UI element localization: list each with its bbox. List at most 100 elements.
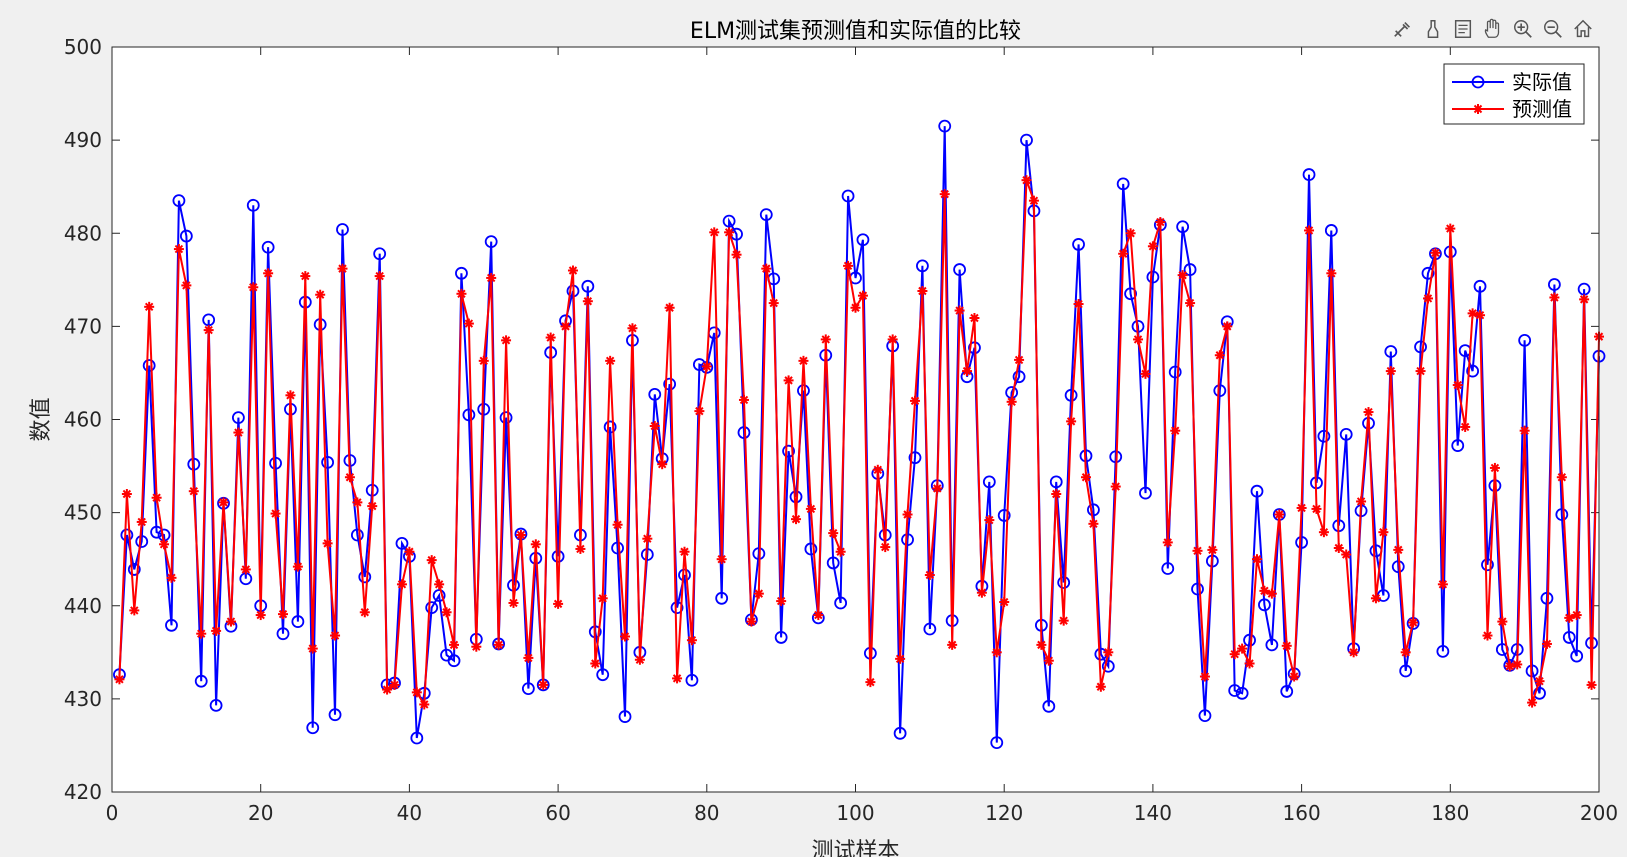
data-point [463, 318, 474, 329]
data-point [1356, 496, 1367, 507]
data-point [1042, 699, 1056, 713]
series-line [118, 126, 1600, 743]
figure-toolbar [1390, 16, 1596, 42]
data-point [1110, 481, 1121, 492]
data-point [1146, 270, 1160, 284]
data-point [373, 247, 387, 261]
data-point [716, 554, 727, 565]
data-point [685, 673, 699, 687]
data-point [596, 668, 610, 682]
data-point [982, 475, 996, 489]
data-point [1348, 647, 1359, 658]
data-point [1049, 475, 1063, 489]
data-point [478, 355, 489, 366]
legend-marker [1473, 104, 1483, 114]
data-point [521, 682, 535, 696]
y-axis-label: 数值 [29, 397, 54, 441]
data-point [1280, 685, 1294, 698]
data-point [768, 298, 779, 309]
data-point [976, 587, 987, 598]
data-point [367, 501, 378, 512]
data-point [1258, 598, 1271, 612]
data-point [225, 616, 236, 627]
data-point [843, 260, 854, 271]
data-point [1570, 649, 1584, 663]
data-point [240, 564, 251, 575]
data-point [1266, 588, 1277, 599]
data-point [1437, 579, 1448, 590]
data-point [783, 375, 794, 386]
data-point [1072, 238, 1085, 251]
data-point [738, 394, 749, 405]
data-point [114, 674, 125, 685]
data-point [270, 508, 281, 519]
data-point [923, 622, 937, 636]
x-axis-label: 测试样本 [811, 839, 899, 857]
zoom-out-icon[interactable] [1540, 16, 1566, 42]
home-icon[interactable] [1570, 16, 1596, 42]
data-point [724, 227, 735, 238]
data-point [1237, 643, 1248, 654]
data-point [530, 539, 541, 550]
data-point [663, 377, 677, 391]
x-tick-label: 80 [694, 801, 719, 825]
data-point [404, 546, 415, 557]
data-point [1451, 439, 1465, 452]
data-point [1006, 396, 1017, 407]
series-1 [114, 175, 1604, 710]
x-tick-label: 180 [1431, 801, 1469, 825]
data-point [1228, 684, 1242, 697]
pan-hand-icon[interactable] [1480, 16, 1506, 42]
data-point [211, 625, 222, 636]
data-point [1058, 615, 1069, 626]
brush-icon[interactable] [1420, 16, 1446, 42]
data-point [135, 535, 149, 548]
data-point [850, 302, 861, 313]
data-point [902, 509, 913, 520]
data-point [336, 223, 349, 236]
data-point [248, 282, 259, 293]
data-point [1229, 649, 1240, 660]
data-point [328, 708, 342, 722]
data-point [990, 736, 1004, 750]
data-point [1021, 175, 1032, 186]
data-point [715, 591, 729, 605]
data-point [352, 497, 363, 508]
data-point [395, 536, 409, 550]
data-point [1482, 630, 1493, 641]
legend-item[interactable]: 实际值 [1452, 70, 1572, 94]
data-point [560, 321, 571, 332]
zoom-in-icon[interactable] [1510, 16, 1536, 42]
data-point [954, 305, 965, 316]
data-point [411, 687, 422, 698]
data-point [1547, 278, 1561, 291]
data-point [278, 609, 289, 620]
data-point [477, 402, 491, 416]
data-point [203, 325, 214, 336]
data-point [1519, 425, 1530, 436]
legend-item[interactable]: 预测值 [1452, 97, 1572, 121]
data-point [1518, 333, 1532, 347]
data-point [144, 301, 155, 312]
data-point [1185, 298, 1196, 309]
data-point [1162, 537, 1173, 548]
data-point [1318, 527, 1329, 538]
data-point [895, 653, 906, 664]
series-layer [113, 119, 1606, 750]
data-point [605, 355, 616, 366]
datatips-icon[interactable] [1450, 16, 1476, 42]
data-point [455, 266, 468, 280]
data-point [664, 302, 675, 313]
data-point [1445, 223, 1456, 234]
data-point [872, 464, 883, 475]
data-point [209, 698, 223, 712]
edit-plot-icon[interactable] [1390, 16, 1416, 42]
data-point [835, 546, 846, 557]
data-point [893, 726, 907, 740]
data-point [1244, 658, 1255, 669]
data-point [670, 601, 684, 615]
data-point [255, 610, 266, 621]
data-point [694, 406, 705, 417]
